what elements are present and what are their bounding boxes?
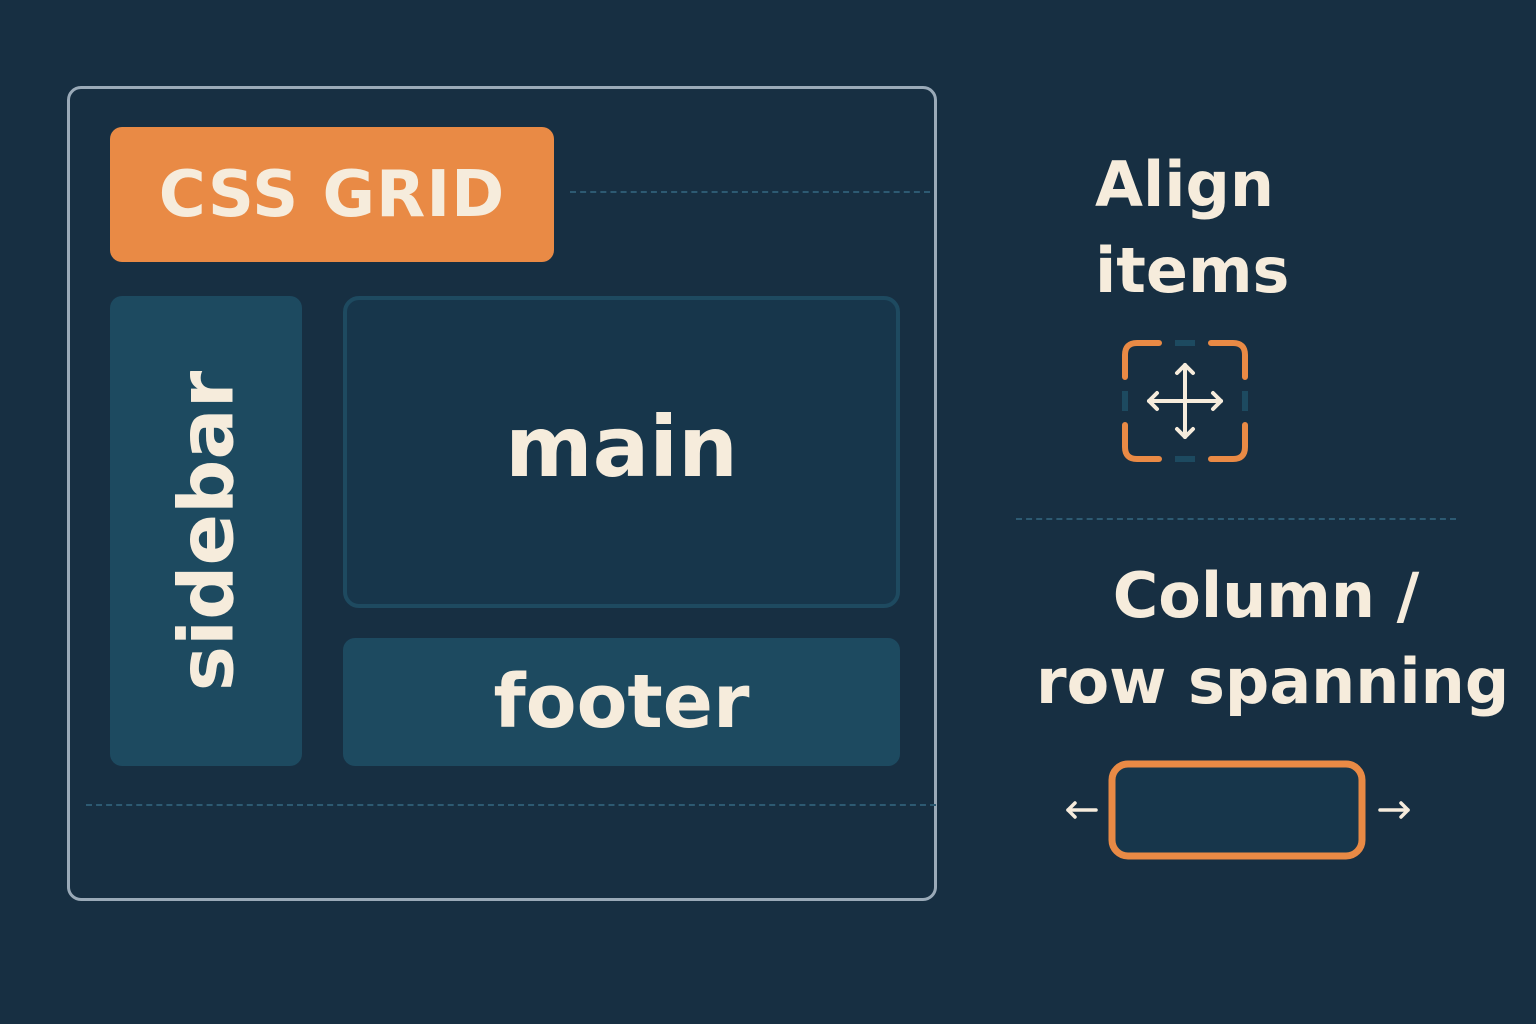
span-arrows-icon	[1066, 760, 1410, 860]
align-items-line2: items	[1095, 234, 1290, 307]
grid-container-frame	[67, 86, 937, 901]
grid-area-footer: footer	[343, 638, 900, 766]
footer-label: footer	[493, 659, 750, 745]
diagram-title: CSS GRID	[158, 157, 506, 232]
grid-area-main: main	[343, 296, 900, 608]
spanning-line2: row spanning	[1036, 645, 1510, 718]
sidebar-label: sidebar	[161, 370, 251, 692]
align-items-line1: Align	[1095, 148, 1275, 221]
spanning-heading: Column / row spanning	[1036, 553, 1510, 725]
section-divider	[1016, 518, 1456, 520]
grid-area-sidebar: sidebar	[110, 296, 302, 766]
grid-line-top	[570, 191, 930, 193]
align-items-heading: Align items	[1095, 142, 1289, 314]
main-label: main	[505, 398, 738, 496]
spanning-line1: Column /	[1112, 559, 1420, 632]
title-badge: CSS GRID	[110, 127, 554, 262]
grid-line-bottom	[86, 804, 936, 806]
move-arrows-icon	[1122, 340, 1248, 462]
